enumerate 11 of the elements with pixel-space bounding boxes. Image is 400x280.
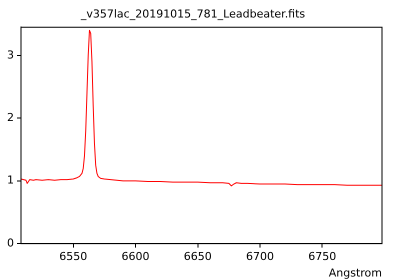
x-tick-label: 6750	[308, 250, 336, 264]
chart-title: _v357lac_20191015_781_Leadbeater.fits	[80, 7, 306, 20]
x-tick-label: 6600	[122, 250, 150, 264]
x-axis-title: Angstrom	[328, 266, 382, 280]
y-tick-label: 2	[7, 111, 14, 124]
x-tick-label: 6550	[59, 250, 88, 264]
x-tick-label: 6650	[184, 250, 212, 264]
y-tick-label: 1	[7, 174, 14, 187]
x-tick-label: 6700	[246, 250, 274, 264]
y-tick-label: 0	[7, 236, 14, 250]
y-tick-label: 3	[7, 48, 14, 62]
